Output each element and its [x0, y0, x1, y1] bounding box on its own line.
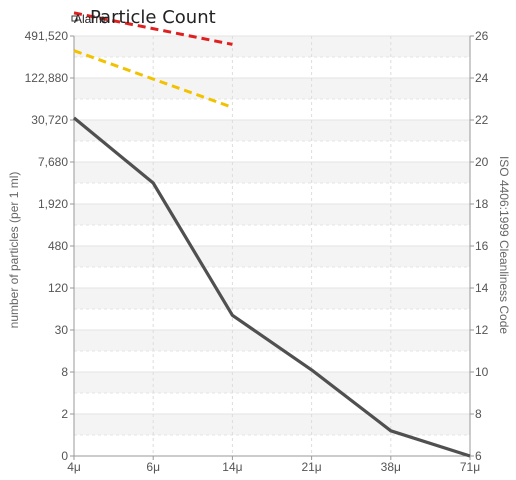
x-tick-label: 14μ: [222, 460, 242, 474]
background-bands: [74, 36, 470, 435]
background-band: [74, 288, 470, 309]
y-left-tick-label: 491,520: [25, 29, 69, 43]
background-band: [74, 120, 470, 141]
y-right-tick-label: 20: [475, 155, 489, 169]
x-tick-label: 4μ: [67, 460, 81, 474]
y-right-tick-label: 26: [475, 29, 489, 43]
y-left-tick-label: 122,880: [25, 71, 69, 85]
series-line: [73, 11, 233, 46]
y-right-tick-label: 16: [475, 239, 489, 253]
legend[interactable]: Alarm: [71, 12, 105, 26]
y-left-tick-label: 8: [61, 365, 68, 379]
series-line: [73, 49, 233, 109]
background-band: [74, 204, 470, 225]
background-band: [74, 372, 470, 393]
background-band: [74, 162, 470, 183]
legend-entry-alarm[interactable]: Alarm: [74, 12, 105, 26]
y-left-tick-label: 120: [48, 281, 68, 295]
background-band: [74, 246, 470, 267]
y-left-tick-label: 2: [61, 407, 68, 421]
y-right-tick-label: 18: [475, 197, 489, 211]
y-axis-title-right: ISO 4406:1999 Cleanliness Code: [497, 156, 511, 334]
y-right-tick-label: 24: [475, 71, 489, 85]
y-left-tick-label: 480: [48, 239, 68, 253]
background-band: [74, 36, 470, 57]
y-right-tick-label: 6: [475, 449, 482, 463]
series-line: [72, 116, 471, 458]
axes: [70, 35, 474, 460]
series-layer: [72, 11, 471, 458]
y-left-tick-label: 30: [55, 323, 69, 337]
x-tick-label: 21μ: [301, 460, 321, 474]
y-axis-title-left: number of particles (per 1 ml): [7, 172, 21, 329]
y-right-tick-label: 22: [475, 113, 489, 127]
background-band: [74, 414, 470, 435]
y-right-tick-label: 14: [475, 281, 489, 295]
x-tick-label: 6μ: [146, 460, 160, 474]
y-left-tick-label: 7,680: [38, 155, 68, 169]
y-right-tick-label: 10: [475, 365, 489, 379]
background-band: [74, 78, 470, 99]
legend-marker-box[interactable]: [71, 15, 78, 22]
chart-title: Particle Count: [90, 7, 216, 28]
y-left-tick-label: 0: [61, 449, 68, 463]
x-tick-label: 38μ: [381, 460, 401, 474]
y-left-tick-label: 1,920: [38, 197, 68, 211]
x-tick-label: 71μ: [460, 460, 480, 474]
y-left-tick-label: 30,720: [31, 113, 68, 127]
y-right-tick-label: 8: [475, 407, 482, 421]
y-right-tick-label: 12: [475, 323, 489, 337]
background-band: [74, 330, 470, 351]
tick-labels: 0 2 8 30 120 480 1,920 7,680 30,720 122,880 491,52…: [25, 29, 489, 474]
